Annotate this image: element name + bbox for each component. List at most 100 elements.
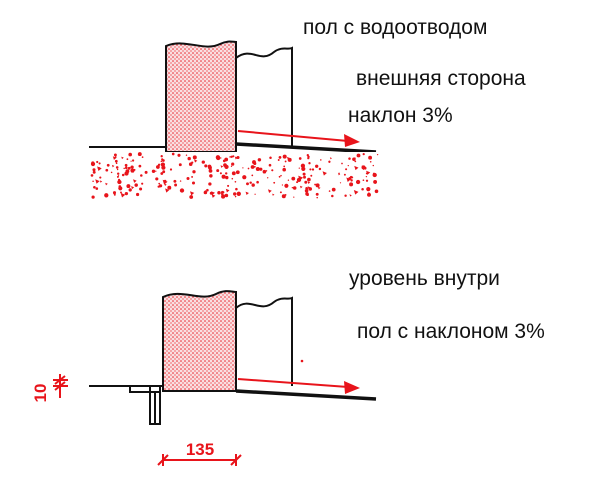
concrete-speckle	[316, 196, 318, 199]
concrete-speckle	[233, 192, 237, 196]
concrete-speckle	[284, 183, 289, 188]
concrete-speckle	[249, 181, 252, 184]
concrete-aggregate	[346, 177, 351, 182]
concrete-speckle	[185, 154, 188, 156]
concrete-speckle	[305, 187, 309, 190]
concrete-speckle	[222, 191, 225, 193]
concrete-speckle	[302, 172, 306, 176]
concrete-speckle	[134, 183, 138, 187]
concrete-speckle	[144, 170, 148, 174]
concrete-aggregate	[105, 182, 108, 186]
concrete-speckle	[227, 184, 230, 187]
bottom-reference-dot	[300, 359, 304, 363]
concrete-speckle	[115, 162, 118, 165]
concrete-aggregate	[190, 191, 195, 196]
concrete-speckle	[178, 163, 182, 167]
concrete-aggregate	[133, 179, 137, 183]
concrete-speckle	[192, 170, 196, 174]
concrete-speckle	[106, 163, 110, 167]
concrete-speckle	[203, 190, 208, 195]
concrete-speckle	[331, 194, 334, 198]
concrete-aggregate	[267, 189, 272, 194]
concrete-aggregate	[131, 186, 135, 190]
concrete-speckle	[229, 156, 231, 158]
concrete-speckle	[201, 160, 205, 164]
bottom-detail	[89, 290, 377, 425]
concrete-speckle	[310, 174, 313, 177]
label-outer-side: внешняя сторона	[356, 67, 526, 90]
concrete-speckle	[93, 185, 96, 189]
concrete-speckle	[92, 170, 96, 174]
concrete-speckle	[104, 193, 109, 198]
concrete-aggregate	[225, 188, 230, 193]
concrete-speckle	[167, 185, 172, 190]
bottom-slope-arrow	[237, 378, 360, 394]
concrete-speckle	[343, 173, 346, 176]
concrete-speckle	[186, 176, 190, 181]
concrete-speckle	[110, 171, 113, 174]
concrete-aggregate	[338, 173, 341, 176]
concrete-speckle	[112, 191, 117, 195]
concrete-aggregate	[286, 156, 292, 162]
concrete-aggregate	[162, 179, 168, 185]
concrete-speckle	[369, 161, 372, 163]
concrete-speckle	[99, 176, 102, 179]
concrete-speckle	[273, 181, 276, 184]
concrete-speckle	[124, 191, 129, 196]
concrete-aggregate	[322, 171, 327, 176]
label-floor-drainage: пол с водоотводом	[303, 16, 488, 39]
concrete-speckle	[158, 184, 163, 188]
concrete-speckle	[120, 191, 122, 194]
concrete-speckle	[208, 169, 213, 173]
top-door-frame	[235, 46, 293, 146]
concrete-speckle	[315, 183, 320, 188]
concrete-speckle	[251, 174, 254, 177]
concrete-aggregate	[353, 190, 359, 195]
bottom-wall-hatched	[162, 290, 237, 392]
concrete-speckle	[301, 166, 306, 171]
concrete-speckle	[105, 168, 109, 172]
concrete-speckle	[115, 166, 119, 169]
concrete-speckle	[318, 167, 322, 171]
concrete-speckle	[350, 179, 353, 182]
concrete-speckle	[177, 153, 181, 157]
concrete-speckle	[282, 167, 286, 172]
concrete-speckle	[136, 192, 140, 197]
top-slope-arrow	[237, 130, 360, 147]
concrete-speckle	[250, 165, 255, 169]
concrete-aggregate	[298, 175, 304, 181]
concrete-speckle	[131, 159, 135, 162]
concrete-speckle	[287, 179, 290, 181]
concrete-speckle	[91, 195, 95, 199]
concrete-speckle	[126, 158, 129, 161]
concrete-speckle	[133, 168, 136, 171]
concrete-speckle	[187, 156, 191, 161]
label-floor-slope: пол с наклоном 3%	[357, 320, 545, 343]
concrete-speckle	[234, 180, 237, 183]
concrete-speckle	[231, 177, 234, 180]
concrete-speckle	[123, 167, 125, 170]
concrete-aggregate	[165, 188, 170, 193]
concrete-speckle	[95, 188, 98, 190]
top-floor-right	[235, 142, 377, 154]
dimension-width-label: 135	[186, 440, 214, 459]
concrete-aggregate	[299, 185, 303, 189]
concrete-speckle	[191, 181, 196, 185]
dimension-width	[157, 454, 242, 466]
concrete-speckle	[90, 161, 96, 167]
concrete-speckle	[349, 182, 354, 187]
concrete-speckle	[90, 174, 94, 177]
concrete-speckle	[206, 188, 209, 192]
top-concrete-slab	[90, 152, 380, 200]
concrete-speckle	[341, 162, 343, 165]
concrete-speckle	[268, 163, 272, 167]
concrete-speckle	[116, 168, 119, 171]
concrete-aggregate	[121, 156, 124, 160]
concrete-aggregate	[164, 183, 167, 186]
concrete-speckle	[209, 174, 213, 178]
concrete-speckle	[366, 187, 371, 192]
concrete-speckle	[311, 168, 315, 171]
concrete-speckle	[265, 170, 268, 172]
concrete-speckle	[174, 183, 178, 187]
concrete-speckle	[283, 165, 286, 168]
